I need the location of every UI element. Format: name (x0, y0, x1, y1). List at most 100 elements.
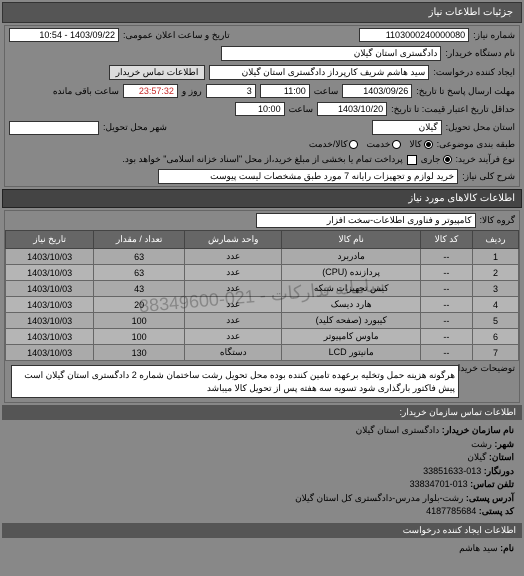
table-cell: عدد (185, 329, 282, 345)
info-section: شماره نیاز: 1103000240000080 تاریخ و ساع… (4, 25, 520, 187)
table-wrapper: ردیف کد کالا نام کالا واحد شمارش تعداد /… (5, 230, 519, 361)
table-cell: 130 (94, 345, 185, 361)
post-v: 4187785684 (426, 506, 476, 516)
buyer-org-label: نام دستگاه خریدار: (445, 48, 515, 59)
post-l: کد پستی: (479, 506, 514, 516)
name-l: نام: (500, 543, 514, 553)
table-cell: -- (420, 297, 472, 313)
deadline-time-field[interactable]: 11:00 (260, 84, 310, 98)
group-field[interactable]: کامپیوتر و فناوری اطلاعات-سخت افزار (256, 213, 476, 228)
city-l: شهر: (494, 439, 514, 449)
table-cell: 1403/10/03 (6, 265, 94, 281)
main-container: جزئیات اطلاعات نیاز شماره نیاز: 11030002… (0, 0, 524, 561)
saat-label-1: ساعت (314, 86, 339, 97)
tel-l: دورنگار: (484, 466, 514, 476)
niaz-no-label: شماره نیاز: (473, 30, 515, 41)
deadline-date-field[interactable]: 1403/09/26 (342, 84, 412, 98)
tel-v: 013-33851633 (423, 466, 481, 476)
category-radio-group: کالا خدمت کالا/خدمت (309, 139, 433, 150)
col-code: کد کالا (420, 231, 472, 249)
table-cell: مادربرد (282, 249, 420, 265)
announce-label: تاریخ و ساعت اعلان عمومی: (123, 30, 230, 41)
table-cell: عدد (185, 265, 282, 281)
saat-label-2: ساعت (289, 104, 314, 115)
footer-info: نام سازمان خریدار: دادگستری استان گیلان … (2, 420, 522, 523)
announce-date-field[interactable]: 1403/09/22 - 10:54 (9, 28, 119, 42)
creator-field[interactable]: سید هاشم شریف کارپرداز دادگستری استان گی… (209, 65, 429, 80)
prov-v: گیلان (467, 452, 486, 462)
va-label: روز و (182, 86, 202, 97)
table-cell: 100 (94, 313, 185, 329)
price-valid-date-field[interactable]: 1403/10/20 (317, 102, 387, 116)
table-row[interactable]: 2--پردازنده (CPU)عدد631403/10/03 (6, 265, 519, 281)
city-v: رشت (471, 439, 492, 449)
footer-creator-info: نام: سید هاشم (2, 538, 522, 560)
province-field[interactable]: گیلان (372, 120, 442, 135)
contact-buyer-button[interactable]: اطلاعات تماس خریدار (109, 65, 206, 80)
city-field[interactable] (9, 121, 99, 135)
table-cell: مانیتور LCD (282, 345, 420, 361)
radio-both[interactable]: کالا/خدمت (309, 139, 359, 150)
table-cell: 7 (472, 345, 518, 361)
group-label: گروه کالا: (480, 215, 515, 226)
table-cell: 4 (472, 297, 518, 313)
remain-label: ساعت باقی مانده (53, 86, 119, 97)
table-header-row: ردیف کد کالا نام کالا واحد شمارش تعداد /… (6, 231, 519, 249)
table-cell: 1403/10/03 (6, 281, 94, 297)
footer-contact-header: اطلاعات تماس سازمان خریدار: (2, 405, 522, 420)
radio-khadamat[interactable]: خدمت (366, 139, 401, 150)
table-cell: 1403/10/03 (6, 249, 94, 265)
radio-dot-icon (349, 140, 358, 149)
price-valid-time-field[interactable]: 10:00 (235, 102, 285, 116)
table-cell: 100 (94, 329, 185, 345)
table-row[interactable]: 5--کیبورد (صفحه کلید)عدد1001403/10/03 (6, 313, 519, 329)
org-l: نام سازمان خریدار: (442, 425, 514, 435)
process-note: پرداخت تمام یا بخشی از مبلغ خرید،از محل … (122, 154, 402, 165)
table-row[interactable]: 6--ماوس کامپیوترعدد1001403/10/03 (6, 329, 519, 345)
table-cell: عدد (185, 281, 282, 297)
table-cell: -- (420, 329, 472, 345)
remain-days-field: 3 (206, 84, 256, 98)
deadline-label: مهلت ارسال پاسخ تا تاریخ: (416, 86, 515, 97)
process-label: نوع فرآیند خرید: (456, 154, 516, 165)
table-cell: 1403/10/03 (6, 297, 94, 313)
col-unit: واحد شمارش (185, 231, 282, 249)
name-v: سید هاشم (459, 543, 498, 553)
table-row[interactable]: 1--مادربردعدد631403/10/03 (6, 249, 519, 265)
table-cell: هارد دیسک (282, 297, 420, 313)
col-row: ردیف (472, 231, 518, 249)
treasury-checkbox[interactable] (407, 155, 417, 165)
table-cell: 1403/10/03 (6, 345, 94, 361)
table-row[interactable]: 7--مانیتور LCDدستگاه1301403/10/03 (6, 345, 519, 361)
table-cell: -- (420, 281, 472, 297)
radio-dot-icon (443, 155, 452, 164)
table-cell: 63 (94, 249, 185, 265)
col-qty: تعداد / مقدار (94, 231, 185, 249)
col-date: تاریخ نیاز (6, 231, 94, 249)
table-cell: 43 (94, 281, 185, 297)
table-cell: -- (420, 345, 472, 361)
radio-dot-icon (424, 140, 433, 149)
table-row[interactable]: 3--کیس تجهیزات شبکهعدد431403/10/03 (6, 281, 519, 297)
title-field[interactable]: خرید لوازم و تجهیزات رایانه 7 مورد طبق م… (158, 169, 458, 184)
table-cell: 6 (472, 329, 518, 345)
radio-jari[interactable]: جاری (421, 154, 452, 165)
addr-v: رشت-بلوار مدرس-دادگستری کل استان گیلان (295, 493, 463, 503)
desc-label: توضیحات خریدار: (465, 363, 515, 374)
table-cell: 20 (94, 297, 185, 313)
buyer-org-field[interactable]: دادگستری استان گیلان (221, 46, 441, 61)
city-label: شهر محل تحویل: (103, 122, 167, 133)
table-cell: -- (420, 265, 472, 281)
phone-l: تلفن تماس: (470, 479, 514, 489)
remain-time-field: 23:57:32 (123, 84, 178, 98)
radio-kala[interactable]: کالا (409, 139, 432, 150)
table-cell: کیبورد (صفحه کلید) (282, 313, 420, 329)
table-row[interactable]: 4--هارد دیسکعدد201403/10/03 (6, 297, 519, 313)
page-header: جزئیات اطلاعات نیاز (2, 2, 522, 23)
title-label: شرح کلی نیاز: (462, 171, 515, 182)
table-cell: عدد (185, 249, 282, 265)
niaz-no-field[interactable]: 1103000240000080 (359, 28, 469, 42)
category-label: طبقه بندی موضوعی: (437, 139, 515, 150)
col-name: نام کالا (282, 231, 420, 249)
table-cell: 63 (94, 265, 185, 281)
